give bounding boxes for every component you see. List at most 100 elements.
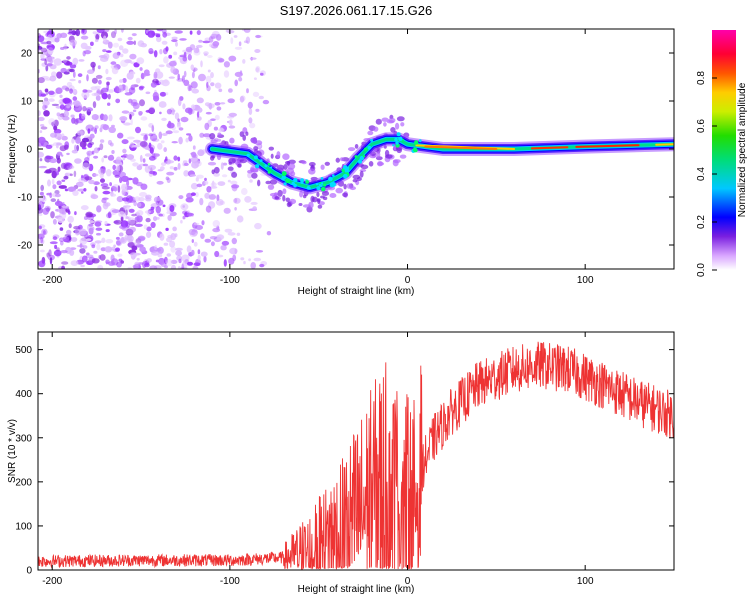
colorbar-ticks: 0.0 0.2 0.4 0.6 0.8 [696,71,717,277]
noise-blob [124,85,129,93]
noise-blob [145,194,152,200]
noise-blob [127,217,136,225]
noise-blob [218,58,225,63]
noise-blob [260,72,264,76]
noise-blob [73,100,81,107]
x-tick-label: 0 [405,576,411,587]
noise-blob [94,240,102,244]
noise-blob [207,161,217,166]
colorbar: 0.0 0.2 0.4 0.6 0.8 Normalized spectral ampl… [696,30,748,277]
noise-blob [102,166,106,174]
noise-blob [69,64,77,69]
snr-y-ticks: 0 100 200 300 400 500 [15,345,674,577]
noise-blob [127,266,133,269]
ridge-dot [253,155,258,160]
ridge-dot [259,159,263,163]
noise-blob [158,101,167,108]
noise-blob [244,196,252,203]
noise-blob [107,102,111,106]
ridge-halo-blob [286,160,290,166]
noise-blob [245,36,251,44]
noise-blob [71,30,77,36]
noise-blob [45,88,49,96]
noise-blob [55,170,59,176]
noise-blob [171,36,178,40]
noise-blob [110,246,116,251]
x-tick-label: -100 [220,275,240,286]
noise-blob [188,135,193,142]
noise-blob [114,85,120,93]
noise-blob [58,185,67,189]
noise-blob [66,152,70,156]
noise-blob [240,95,246,102]
noise-blob [207,69,211,73]
noise-blob [135,77,141,84]
ridge-halo-blob [285,197,291,203]
noise-blob [174,247,183,251]
noise-blob [42,201,46,204]
noise-blob [99,139,105,143]
noise-blob [129,71,136,75]
ridge-halo-blob [308,168,316,175]
noise-blob [191,88,199,94]
noise-blob [45,144,53,149]
noise-blob [117,253,123,257]
noise-blob [71,138,75,144]
noise-blob [84,176,93,181]
noise-blob [99,127,103,133]
noise-blob [150,206,155,211]
ridge-dot [305,180,310,184]
noise-blob [50,132,57,138]
noise-blob [57,166,61,172]
noise-blob [38,33,41,39]
ridge-dot [359,155,365,161]
noise-blob [242,59,246,64]
noise-blob [115,98,121,104]
noise-blob [125,228,134,236]
noise-blob [76,144,79,152]
noise-blob [61,179,66,182]
ridge-dot [293,177,298,183]
noise-blob [115,247,120,252]
noise-blob [165,160,175,164]
noise-blob [47,44,56,51]
noise-blob [97,264,104,269]
noise-blob [94,38,99,43]
noise-blob [59,227,64,231]
colorbar-tick-label: 0.4 [696,167,707,181]
ridge-halo-blob [359,170,364,178]
noise-blob [170,264,177,269]
noise-blob [122,197,130,202]
ridge-halo-blob [242,134,246,141]
y-tick-label: 500 [15,345,32,356]
noise-blob [107,93,111,100]
noise-blob [85,107,94,112]
noise-blob [191,161,199,169]
noise-blob [210,82,215,87]
ridge-halo-blob [368,161,374,167]
noise-blob [190,64,195,71]
noise-blob [133,241,141,246]
noise-blob [46,63,53,67]
noise-blob [47,179,51,187]
noise-blob [86,150,93,156]
noise-blob [46,192,52,196]
noise-blob [133,201,138,207]
noise-blob [109,142,114,147]
colorbar-tick-label: 0.0 [696,263,707,277]
snr-x-label: Height of straight line (km) [298,584,415,595]
noise-blob [186,210,190,213]
ridge-halo-blob [399,154,407,159]
noise-blob [61,85,69,90]
noise-blob [170,233,176,241]
noise-blob [39,158,43,162]
noise-blob [218,128,225,133]
noise-blob [196,30,201,36]
noise-blob [152,132,156,135]
figure-title: S197.2026.061.17.15.G26 [280,3,433,18]
noise-blob [129,142,135,149]
noise-blob [198,73,206,82]
noise-blob [60,250,68,254]
noise-blob [62,236,70,242]
noise-blob [146,231,152,238]
